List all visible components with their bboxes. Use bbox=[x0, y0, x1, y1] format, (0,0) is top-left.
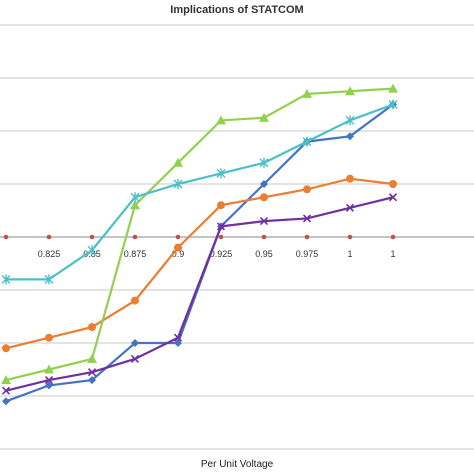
data-point bbox=[2, 397, 10, 406]
data-point bbox=[388, 193, 398, 202]
data-point bbox=[303, 185, 311, 194]
data-point bbox=[46, 234, 52, 240]
data-point bbox=[302, 136, 312, 147]
data-point bbox=[1, 274, 11, 285]
data-point bbox=[216, 168, 226, 179]
gridlines bbox=[0, 24, 474, 450]
data-point bbox=[173, 179, 183, 189]
x-tick-label: 1 bbox=[347, 249, 352, 259]
data-point bbox=[173, 333, 183, 342]
data-point bbox=[131, 339, 139, 347]
data-point bbox=[87, 353, 97, 363]
data-point bbox=[1, 375, 11, 385]
data-point bbox=[174, 243, 182, 252]
data-point bbox=[345, 203, 355, 212]
data-point bbox=[388, 99, 398, 110]
data-point bbox=[259, 217, 269, 226]
x-tick-label: 1 bbox=[390, 249, 395, 259]
data-point bbox=[216, 115, 226, 125]
data-point bbox=[2, 344, 10, 353]
data-point bbox=[175, 234, 181, 240]
x-tick-label: 0.875 bbox=[124, 249, 147, 259]
data-point bbox=[87, 368, 97, 377]
data-point bbox=[88, 376, 96, 385]
x-tick-label: 0.95 bbox=[255, 249, 273, 259]
x-axis-label: Per Unit Voltage bbox=[201, 459, 274, 470]
data-point bbox=[259, 157, 269, 168]
data-point bbox=[45, 381, 53, 390]
data-point bbox=[173, 157, 183, 167]
data-point bbox=[89, 234, 95, 240]
data-point bbox=[130, 354, 140, 363]
data-point bbox=[260, 193, 268, 202]
data-point bbox=[88, 323, 96, 332]
data-point bbox=[218, 234, 224, 240]
series-line bbox=[5, 196, 394, 392]
x-tick-label: 0.925 bbox=[210, 249, 233, 259]
data-point bbox=[130, 192, 140, 203]
data-point bbox=[132, 234, 138, 240]
data-point bbox=[44, 376, 54, 385]
data-point bbox=[216, 222, 226, 231]
data-point bbox=[389, 180, 397, 188]
data-point bbox=[3, 234, 9, 240]
data-point bbox=[45, 333, 53, 342]
data-point bbox=[259, 112, 269, 122]
data-point bbox=[217, 201, 225, 210]
x-tick-label: 0.9 bbox=[172, 249, 185, 259]
data-point bbox=[260, 180, 268, 188]
data-point bbox=[130, 200, 140, 210]
series-line bbox=[5, 177, 394, 350]
data-point bbox=[346, 174, 354, 183]
data-point bbox=[345, 115, 355, 126]
x-tick-label: 0.975 bbox=[296, 249, 319, 259]
data-point bbox=[131, 296, 139, 305]
data-point bbox=[388, 83, 398, 93]
data-point bbox=[302, 214, 312, 223]
data-point bbox=[390, 234, 396, 240]
data-point bbox=[304, 234, 310, 240]
x-tick-label: 0.825 bbox=[38, 249, 61, 259]
data-point bbox=[1, 386, 11, 395]
data-point bbox=[346, 132, 354, 141]
series-line bbox=[5, 87, 394, 382]
data-point bbox=[345, 86, 355, 96]
chart-title: Implications of STATCOM bbox=[170, 4, 303, 16]
data-point bbox=[174, 339, 182, 347]
series-group bbox=[1, 83, 398, 406]
data-point bbox=[261, 234, 267, 240]
data-point bbox=[302, 88, 312, 98]
data-point bbox=[87, 245, 97, 256]
data-point bbox=[44, 274, 54, 285]
series-line bbox=[6, 103, 394, 281]
data-point bbox=[347, 234, 353, 240]
data-point bbox=[44, 364, 54, 374]
